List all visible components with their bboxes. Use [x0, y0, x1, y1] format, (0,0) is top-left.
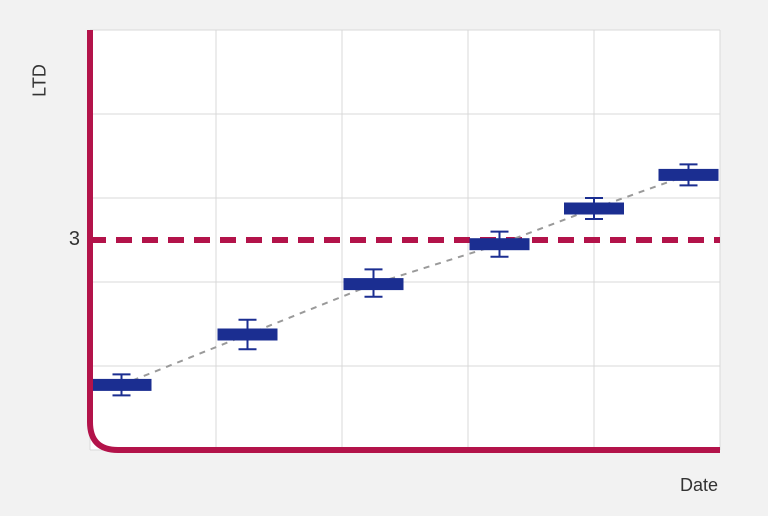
chart-svg	[0, 0, 768, 516]
chart-container: LTD Date 3	[0, 0, 768, 516]
